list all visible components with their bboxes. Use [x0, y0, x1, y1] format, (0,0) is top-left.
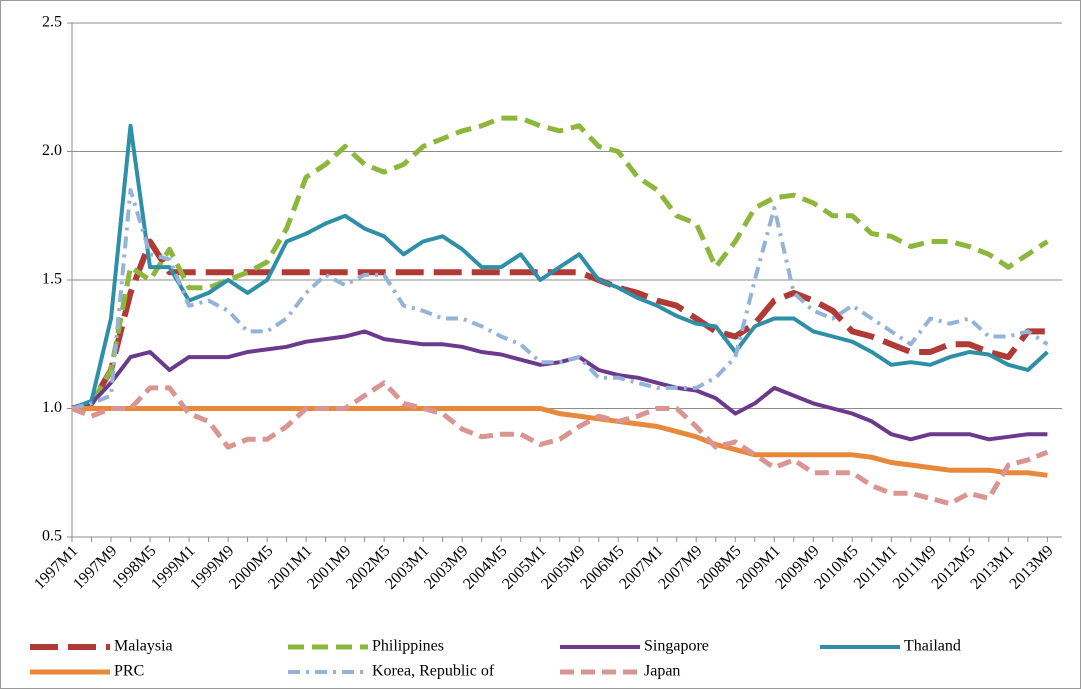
y-tick-label: 1.5: [42, 271, 62, 288]
series-line: [71, 115, 1049, 411]
legend-label: Korea, Republic of: [372, 663, 495, 680]
y-tick-label: 0.5: [42, 528, 62, 545]
series-line: [71, 380, 1049, 507]
y-tick-label: 2.5: [42, 14, 62, 31]
legend-label: Japan: [644, 663, 680, 680]
series-line: [71, 123, 1049, 411]
y-tick-label: 1.0: [42, 399, 62, 416]
series-line: [71, 188, 1049, 411]
legend-label: Malaysia: [114, 638, 173, 655]
series-line: [71, 238, 1048, 412]
legend-label: PRC: [114, 663, 144, 680]
series-line: [72, 406, 1048, 478]
legend-label: Singapore: [644, 638, 709, 655]
legend-label: Thailand: [904, 638, 961, 655]
legend-label: Philippines: [372, 638, 444, 655]
y-tick-label: 2.0: [42, 142, 62, 159]
